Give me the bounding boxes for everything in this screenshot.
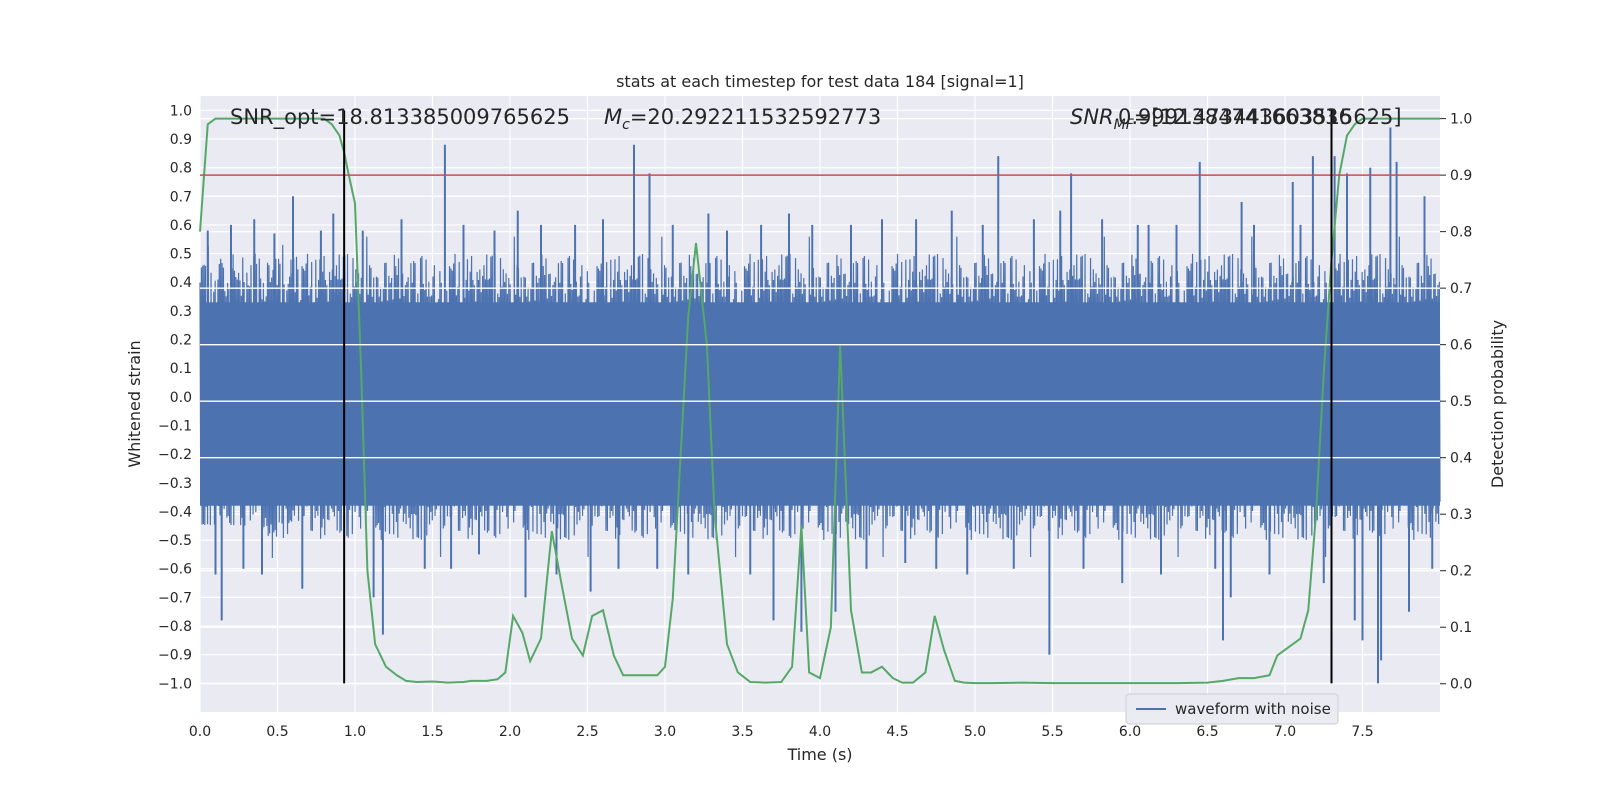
y2-tick-label-10: 0.0 [1450,677,1472,693]
y-tick-label-4: 0.6 [170,218,192,234]
y-tick-label-12: −0.2 [158,447,192,463]
y-axis-right-ticks: 1.0 0.9 0.8 0.7 0.6 0.5 0.4 0.3 0.2 0.1 0.0 [1440,112,1472,693]
legend-box [1125,693,1339,725]
y-tick-label-20: −1.0 [158,676,192,692]
y-tick-label-6: 0.4 [170,275,192,291]
y-tick-label-10: 0.0 [170,390,192,406]
y2-tick-label-2: 0.8 [1450,225,1472,241]
y-tick-label-9: 0.1 [170,361,192,377]
y-axis-left-ticks: 1.0 0.9 0.8 0.7 0.6 0.5 0.4 0.3 0.2 0.1 0.0 −0.1 −0.… [158,103,192,692]
y2-tick-label-6: 0.4 [1450,451,1472,467]
y-tick-label-2: 0.8 [170,161,192,177]
y-tick-label-3: 0.7 [170,189,192,205]
x-tick-label-3: 1.5 [421,724,443,740]
y-axis-label: Whitened strain [125,340,144,467]
y2-tick-label-9: 0.1 [1450,620,1472,636]
y-tick-label-19: −0.9 [158,648,192,664]
snr-mf-subscript: MF [1114,117,1135,133]
annotation-chirp-mass: Mc=20.292211532592773 [604,105,881,133]
x-axis-label: Time (s) [786,745,852,764]
y2-tick-label-4: 0.6 [1450,338,1472,354]
y2-tick-label-7: 0.3 [1450,507,1472,523]
y-tick-label-8: 0.2 [170,333,192,349]
legend-label: waveform with noise [1175,700,1331,718]
series-detection-probability [199,117,1440,685]
y2-tick-label-1: 0.9 [1450,168,1472,184]
y-tick-label-5: 0.5 [170,247,192,263]
x-tick-label-12: 6.0 [1119,724,1141,740]
y-tick-label-16: −0.6 [158,562,192,578]
y2-axis-label: Detection probability [1488,320,1507,488]
x-tick-label-14: 7.0 [1274,724,1296,740]
snr-mf-prefix: SNR [1070,105,1114,129]
x-tick-label-4: 2.0 [499,724,521,740]
x-tick-label-10: 5.0 [964,724,986,740]
x-axis-ticks: 0.0 0.5 1.0 1.5 2.0 2.5 3.0 3.5 4.0 4.5 5.0 5.5 6.0 6… [189,724,1374,740]
annotation-snr-mf: SNRMF=[12.473443603515625] [1070,105,1402,133]
y-tick-label-14: −0.4 [158,504,192,520]
y-tick-label-15: −0.5 [158,533,192,549]
x-tick-label-11: 5.5 [1041,724,1063,740]
x-tick-label-0: 0.0 [189,724,211,740]
mc-value: =20.292211532592773 [630,105,881,129]
y-tick-label-0: 1.0 [170,103,192,119]
y-tick-label-11: −0.1 [158,418,192,434]
waveform-core [200,302,1440,506]
y2-tick-label-3: 0.7 [1450,281,1472,297]
x-tick-label-15: 7.5 [1351,724,1373,740]
y-tick-label-18: −0.8 [158,619,192,635]
mc-symbol: M [604,105,622,129]
overlays [200,110,1440,684]
x-tick-label-8: 4.0 [809,724,831,740]
snr-mf-value: =[12.473443603515625] [1134,105,1402,129]
chart-title: stats at each timestep for test data 184… [616,72,1024,91]
x-tick-label-1: 0.5 [266,724,288,740]
series-waveform-with-noise [199,127,1441,684]
legend: waveform with noise [1125,693,1339,725]
y-tick-label-1: 0.9 [170,132,192,148]
x-tick-label-5: 2.5 [576,724,598,740]
mc-subscript: c [622,117,630,133]
y-tick-label-17: −0.7 [158,590,192,606]
annotation-overlap-number: 0.9991384741663836 [1118,105,1352,129]
x-tick-label-9: 4.5 [886,724,908,740]
y2-tick-label-0: 1.0 [1450,112,1472,128]
y-tick-label-13: −0.3 [158,476,192,492]
y2-tick-label-8: 0.2 [1450,564,1472,580]
y2-tick-label-5: 0.5 [1450,394,1472,410]
x-tick-label-13: 6.5 [1196,724,1218,740]
detection-probability-line [199,117,1440,685]
annotation-snr-opt: SNR_opt=18.813385009765625 [230,105,570,130]
x-tick-label-6: 3.0 [654,724,676,740]
y-tick-label-7: 0.3 [170,304,192,320]
x-tick-label-2: 1.0 [344,724,366,740]
x-tick-label-7: 3.5 [731,724,753,740]
